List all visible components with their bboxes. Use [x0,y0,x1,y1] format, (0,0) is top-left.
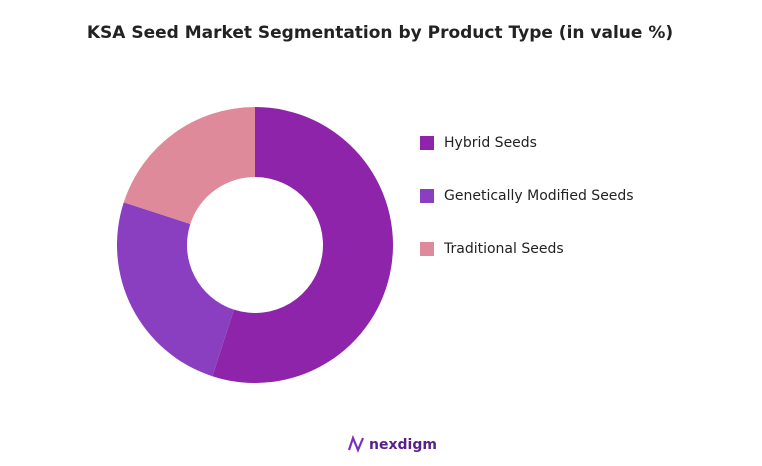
legend-label: Traditional Seeds [443,241,564,257]
chart-title: KSA Seed Market Segmentation by Product … [87,23,673,43]
donut-slice [123,107,255,224]
donut-slice [117,202,234,377]
legend-swatch [420,189,434,203]
legend-swatch [420,136,434,150]
legend-label: Hybrid Seeds [444,135,537,151]
legend-label: Genetically Modified Seeds [444,188,634,204]
logo-text: nexdigm [369,437,437,453]
logo: nexdigm [347,434,437,453]
logo-icon [347,434,365,453]
donut-slice [212,107,394,383]
legend-swatch [420,242,434,256]
